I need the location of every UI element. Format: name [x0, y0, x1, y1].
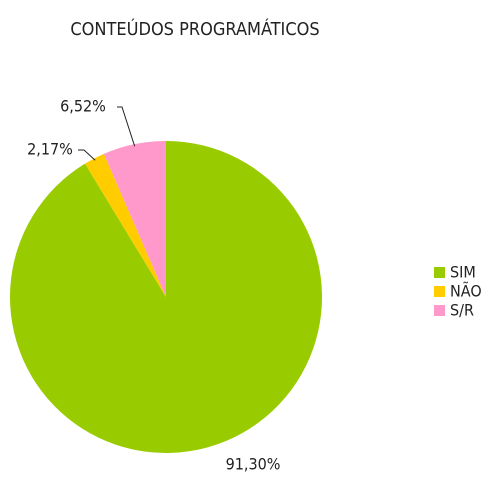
data-label: 6,52% — [60, 97, 106, 116]
legend-label: S/R — [450, 301, 474, 320]
legend-label: SIM — [450, 263, 476, 282]
leader-line — [78, 149, 96, 161]
data-label: 2,17% — [27, 140, 73, 159]
pie-slice — [103, 141, 166, 297]
data-label: 91,30% — [226, 455, 281, 474]
legend-swatch — [434, 286, 445, 297]
pie-slice — [84, 153, 166, 297]
legend-swatch — [434, 305, 445, 316]
legend-swatch — [434, 267, 445, 278]
pie-slice — [10, 141, 323, 454]
legend-label: NÃO — [450, 282, 482, 301]
leader-line — [117, 106, 136, 147]
chart-title: CONTEÚDOS PROGRAMÁTICOS — [70, 18, 319, 40]
